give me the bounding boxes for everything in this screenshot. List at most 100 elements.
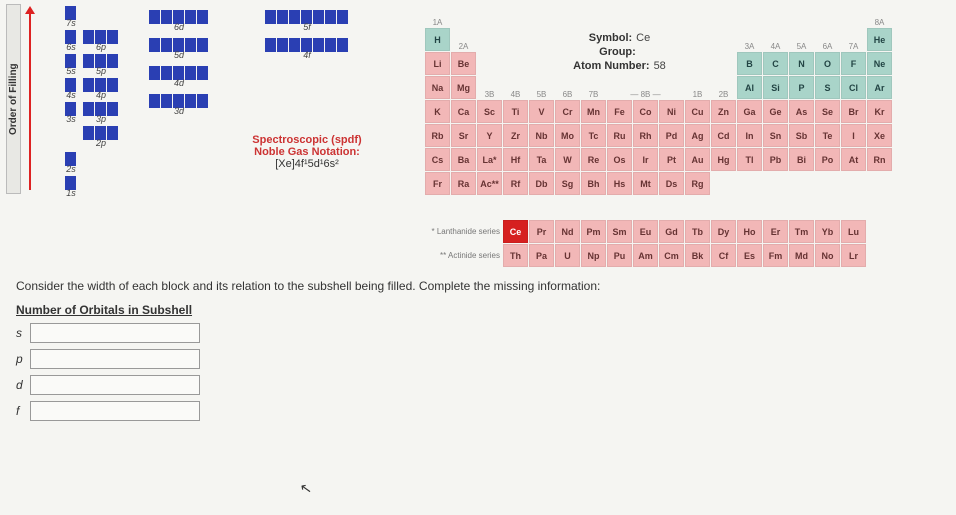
element-Cs[interactable]: Cs: [425, 148, 450, 171]
element-Ni[interactable]: Ni: [659, 100, 684, 123]
element-Pt[interactable]: Pt: [659, 148, 684, 171]
element-Ce[interactable]: Ce: [503, 220, 528, 243]
element-Gd[interactable]: Gd: [659, 220, 684, 243]
element-Ra[interactable]: Ra: [451, 172, 476, 195]
element-Ca[interactable]: Ca: [451, 100, 476, 123]
element-K[interactable]: K: [425, 100, 450, 123]
element-Xe[interactable]: Xe: [867, 124, 892, 147]
element-Cd[interactable]: Cd: [711, 124, 736, 147]
element-Ho[interactable]: Ho: [737, 220, 762, 243]
element-Eu[interactable]: Eu: [633, 220, 658, 243]
element-Lu[interactable]: Lu: [841, 220, 866, 243]
element-Sr[interactable]: Sr: [451, 124, 476, 147]
element-Md[interactable]: Md: [789, 244, 814, 267]
element-B[interactable]: B: [737, 52, 762, 75]
element-Rf[interactable]: Rf: [503, 172, 528, 195]
element-Sn[interactable]: Sn: [763, 124, 788, 147]
element-Sc[interactable]: Sc: [477, 100, 502, 123]
element-V[interactable]: V: [529, 100, 554, 123]
element-In[interactable]: In: [737, 124, 762, 147]
element-W[interactable]: W: [555, 148, 580, 171]
element-Es[interactable]: Es: [737, 244, 762, 267]
element-Te[interactable]: Te: [815, 124, 840, 147]
element-At[interactable]: At: [841, 148, 866, 171]
element-Y[interactable]: Y: [477, 124, 502, 147]
element-Se[interactable]: Se: [815, 100, 840, 123]
element-Cl[interactable]: Cl: [841, 76, 866, 99]
element-Mn[interactable]: Mn: [581, 100, 606, 123]
element-Zr[interactable]: Zr: [503, 124, 528, 147]
element-Sb[interactable]: Sb: [789, 124, 814, 147]
element-Hs[interactable]: Hs: [607, 172, 632, 195]
element-Co[interactable]: Co: [633, 100, 658, 123]
element-Tc[interactable]: Tc: [581, 124, 606, 147]
element-Ba[interactable]: Ba: [451, 148, 476, 171]
element-Ti[interactable]: Ti: [503, 100, 528, 123]
element-Be[interactable]: Be: [451, 52, 476, 75]
element-Hg[interactable]: Hg: [711, 148, 736, 171]
element-Ag[interactable]: Ag: [685, 124, 710, 147]
element-Sm[interactable]: Sm: [607, 220, 632, 243]
element-Th[interactable]: Th: [503, 244, 528, 267]
element-La[interactable]: La*: [477, 148, 502, 171]
element-Pd[interactable]: Pd: [659, 124, 684, 147]
element-I[interactable]: I: [841, 124, 866, 147]
element-Np[interactable]: Np: [581, 244, 606, 267]
element-Po[interactable]: Po: [815, 148, 840, 171]
element-Ne[interactable]: Ne: [867, 52, 892, 75]
element-Re[interactable]: Re: [581, 148, 606, 171]
element-Si[interactable]: Si: [763, 76, 788, 99]
element-No[interactable]: No: [815, 244, 840, 267]
element-Bh[interactable]: Bh: [581, 172, 606, 195]
element-Zn[interactable]: Zn: [711, 100, 736, 123]
element-Rh[interactable]: Rh: [633, 124, 658, 147]
orbital-input-p[interactable]: [30, 349, 200, 369]
element-Li[interactable]: Li: [425, 52, 450, 75]
element-Dy[interactable]: Dy: [711, 220, 736, 243]
element-Tb[interactable]: Tb: [685, 220, 710, 243]
element-Nd[interactable]: Nd: [555, 220, 580, 243]
element-Pa[interactable]: Pa: [529, 244, 554, 267]
element-Al[interactable]: Al: [737, 76, 762, 99]
element-Tm[interactable]: Tm: [789, 220, 814, 243]
element-Pr[interactable]: Pr: [529, 220, 554, 243]
element-F[interactable]: F: [841, 52, 866, 75]
element-O[interactable]: O: [815, 52, 840, 75]
element-Rg[interactable]: Rg: [685, 172, 710, 195]
element-Bi[interactable]: Bi: [789, 148, 814, 171]
element-P[interactable]: P: [789, 76, 814, 99]
element-Pb[interactable]: Pb: [763, 148, 788, 171]
element-H[interactable]: H: [425, 28, 450, 51]
element-Db[interactable]: Db: [529, 172, 554, 195]
element-Au[interactable]: Au: [685, 148, 710, 171]
element-Ru[interactable]: Ru: [607, 124, 632, 147]
element-Nb[interactable]: Nb: [529, 124, 554, 147]
element-Fr[interactable]: Fr: [425, 172, 450, 195]
element-Kr[interactable]: Kr: [867, 100, 892, 123]
element-Ac[interactable]: Ac**: [477, 172, 502, 195]
element-Rb[interactable]: Rb: [425, 124, 450, 147]
element-Ar[interactable]: Ar: [867, 76, 892, 99]
element-Mg[interactable]: Mg: [451, 76, 476, 99]
element-Hf[interactable]: Hf: [503, 148, 528, 171]
element-Rn[interactable]: Rn: [867, 148, 892, 171]
element-Lr[interactable]: Lr: [841, 244, 866, 267]
element-Er[interactable]: Er: [763, 220, 788, 243]
element-Na[interactable]: Na: [425, 76, 450, 99]
element-Ds[interactable]: Ds: [659, 172, 684, 195]
element-Os[interactable]: Os: [607, 148, 632, 171]
element-Br[interactable]: Br: [841, 100, 866, 123]
element-U[interactable]: U: [555, 244, 580, 267]
element-Pm[interactable]: Pm: [581, 220, 606, 243]
element-Cu[interactable]: Cu: [685, 100, 710, 123]
element-Mt[interactable]: Mt: [633, 172, 658, 195]
element-Cm[interactable]: Cm: [659, 244, 684, 267]
element-Cf[interactable]: Cf: [711, 244, 736, 267]
element-Am[interactable]: Am: [633, 244, 658, 267]
element-Pu[interactable]: Pu: [607, 244, 632, 267]
element-Ge[interactable]: Ge: [763, 100, 788, 123]
orbital-input-f[interactable]: [30, 401, 200, 421]
element-S[interactable]: S: [815, 76, 840, 99]
element-Ir[interactable]: Ir: [633, 148, 658, 171]
element-Sg[interactable]: Sg: [555, 172, 580, 195]
